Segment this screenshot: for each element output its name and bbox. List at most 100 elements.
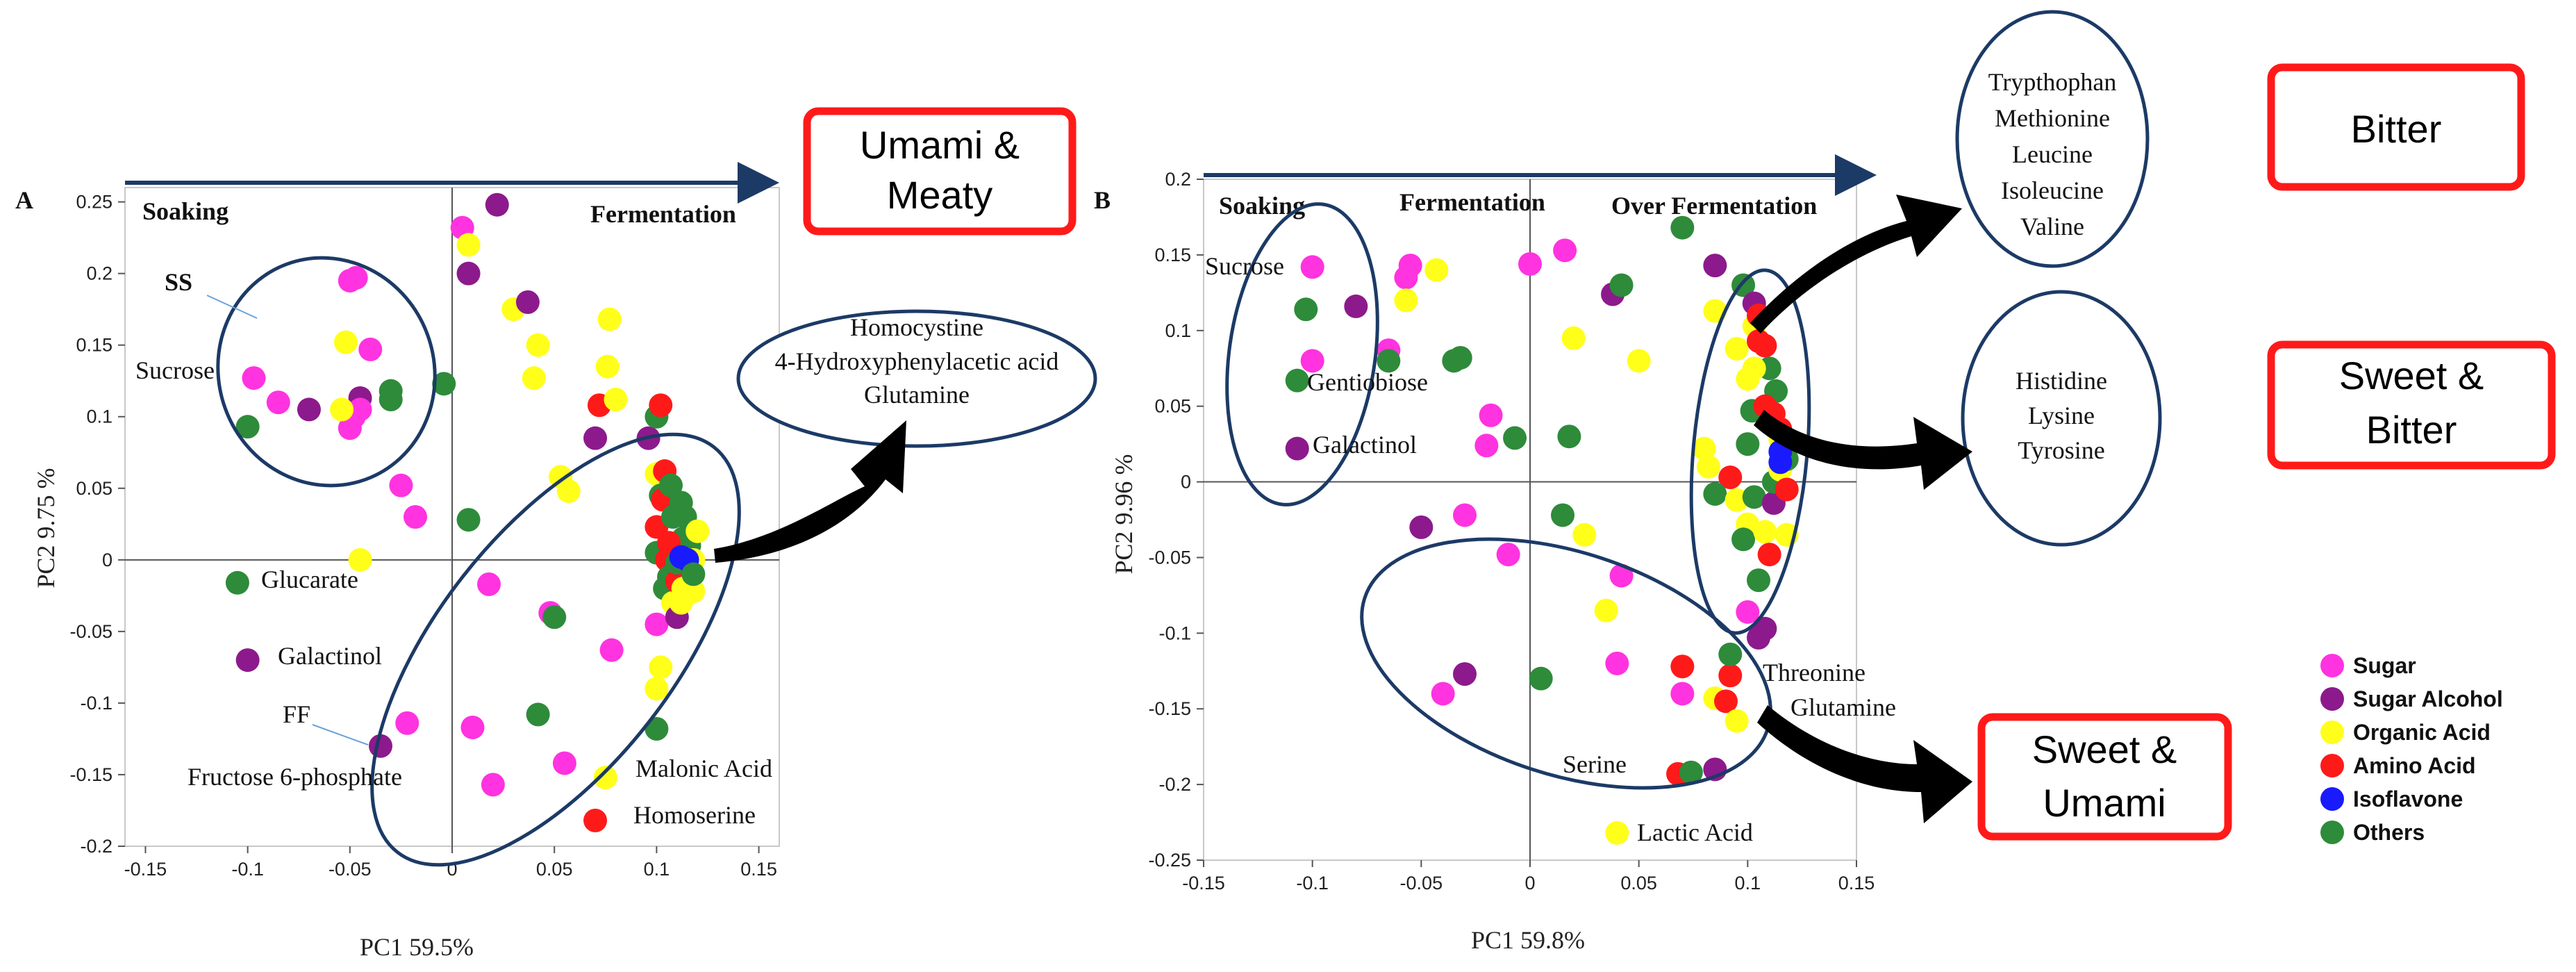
callout-b-top-4: Isoleucine [2001, 176, 2104, 204]
data-point-sugar-alcohol [515, 290, 540, 314]
data-point-organic-acid [1753, 520, 1777, 544]
y-tick-label: -0.05 [1148, 547, 1191, 568]
data-point-others [1609, 273, 1634, 297]
legend-swatch [2320, 821, 2344, 844]
y-tick-label: 0.2 [1165, 169, 1191, 190]
legend-label: Amino Acid [2353, 753, 2476, 778]
y-tick-label: 0.05 [1154, 396, 1191, 417]
taste-box-a-line-2: Meaty [887, 173, 993, 217]
data-point-amino-acid [1753, 333, 1777, 358]
data-point-organic-acid [526, 333, 550, 357]
data-point-organic-acid [604, 388, 628, 412]
data-point-sugar-alcohol [1453, 662, 1477, 686]
data-point-sugar [404, 505, 428, 529]
y-tick-label: -0.1 [80, 693, 113, 714]
data-point-organic-acid [1424, 258, 1449, 282]
data-point-sugar-alcohol [297, 397, 321, 422]
data-point-amino-acid [1757, 543, 1781, 567]
data-point-others [1679, 760, 1703, 784]
y-tick-label: -0.2 [1158, 774, 1191, 795]
legend-swatch [2320, 754, 2344, 777]
data-point-organic-acid [649, 655, 673, 679]
data-point-sugar [1496, 543, 1520, 567]
legend-label: Organic Acid [2353, 720, 2491, 745]
panel-a: A -0.15 -0.1 -0.05 0 0.05 0.1 0.15 0.25 0.2 0.15 0… [15, 162, 780, 961]
data-point-sugar [338, 416, 362, 440]
x-tick-label: -0.05 [329, 859, 372, 880]
data-point-sugar [1453, 503, 1477, 527]
data-point-others [1551, 503, 1574, 527]
legend-swatch [2320, 687, 2344, 711]
panel-b-phase-over-fermentation: Over Fermentation [1611, 192, 1817, 220]
data-point-others [526, 702, 550, 727]
legend: Sugar Sugar Alcohol Organic Acid Amino Acid… [2320, 653, 2503, 845]
callout-b-top-5: Valine [2020, 213, 2084, 240]
label-ss: SS [165, 268, 192, 296]
callout-a-arrow [714, 420, 906, 563]
data-point-sugar-alcohol [583, 426, 608, 450]
panel-b-axes: -0.15 -0.1 -0.05 0 0.05 0.1 0.15 0.2 0.15 0.1 0.05… [1148, 169, 1875, 893]
taste-box-bitter [2267, 63, 2525, 191]
data-point-others [1377, 349, 1401, 373]
data-point-organic-acid [333, 330, 358, 354]
legend-swatch [2320, 787, 2344, 811]
data-point-amino-acid [1714, 689, 1738, 714]
callout-b-bottom-arrow [1757, 705, 1972, 823]
data-point-sugar [1300, 349, 1324, 373]
data-point-sugar [1609, 563, 1634, 588]
callout-b-mid-ellipse [1961, 290, 2162, 547]
panel-b-letter: B [1094, 186, 1111, 214]
y-tick-label: 0.2 [86, 263, 113, 284]
callout-a-ellipse [736, 309, 1097, 448]
callout-b-top-3: Leucine [2012, 140, 2093, 168]
ss-pointer [206, 295, 258, 319]
data-point-sugar-alcohol [1344, 294, 1368, 318]
data-point-sugar [1474, 434, 1499, 458]
panel-b-points [1285, 215, 1799, 845]
taste-box-sweet-umami-line-2: Umami [2043, 781, 2166, 825]
callout-b-mid-3: Tyrosine [2018, 436, 2104, 464]
data-point-amino-acid [583, 808, 608, 832]
data-point-others [456, 508, 481, 532]
label-glucarate: Glucarate [261, 566, 358, 593]
data-point-others [1703, 481, 1727, 506]
data-point-sugar [1518, 252, 1542, 276]
data-point-amino-acid [649, 393, 673, 418]
panel-b: B -0.15 -0.1 -0.05 0 0.05 0.1 0.15 0.2 0.15 0.1 0.… [1094, 154, 1896, 954]
legend-swatch [2320, 720, 2344, 744]
data-point-organic-acid [1725, 709, 1749, 733]
panel-a-phase-fermentation: Fermentation [590, 200, 736, 228]
data-point-others [1557, 425, 1581, 449]
panel-a-letter: A [15, 186, 33, 214]
data-point-sugar [344, 265, 368, 290]
panel-a-fermentation-ellipse [370, 432, 741, 867]
data-point-others [432, 372, 456, 396]
data-point-organic-acid [348, 547, 372, 572]
label-galactinol-a: Galactinol [278, 642, 382, 670]
legend-label: Sugar Alcohol [2353, 686, 2503, 711]
data-point-organic-acid [556, 479, 581, 503]
data-point-others [658, 473, 683, 497]
data-point-amino-acid [1775, 477, 1799, 502]
panel-a-axes: -0.15 -0.1 -0.05 0 0.05 0.1 0.15 0.25 0.2 0.15 0.1… [69, 188, 779, 880]
legend-label: Sugar [2353, 653, 2416, 678]
data-point-organic-acid [645, 677, 669, 701]
panel-b-phase-fermentation: Fermentation [1399, 188, 1545, 216]
data-point-sugar [1553, 238, 1577, 263]
data-point-organic-acid [456, 233, 481, 257]
data-point-amino-acid [1718, 466, 1743, 490]
data-point-organic-acid [1696, 454, 1720, 479]
panel-b-phase-soaking: Soaking [1219, 192, 1305, 220]
data-point-organic-acid [1605, 821, 1629, 845]
data-point-sugar [266, 390, 290, 415]
data-point-sugar [395, 711, 419, 735]
data-point-others [1747, 568, 1770, 593]
taste-box-a-line-1: Umami & [860, 123, 1020, 167]
data-point-isoflavone [1768, 450, 1793, 475]
data-point-amino-acid [1718, 664, 1743, 688]
x-tick-label: -0.1 [231, 859, 264, 880]
data-point-sugar-alcohol [1753, 616, 1777, 641]
panel-a-y-axis-label: PC2 9.75 % [32, 468, 60, 588]
data-point-sugar [1300, 255, 1324, 279]
